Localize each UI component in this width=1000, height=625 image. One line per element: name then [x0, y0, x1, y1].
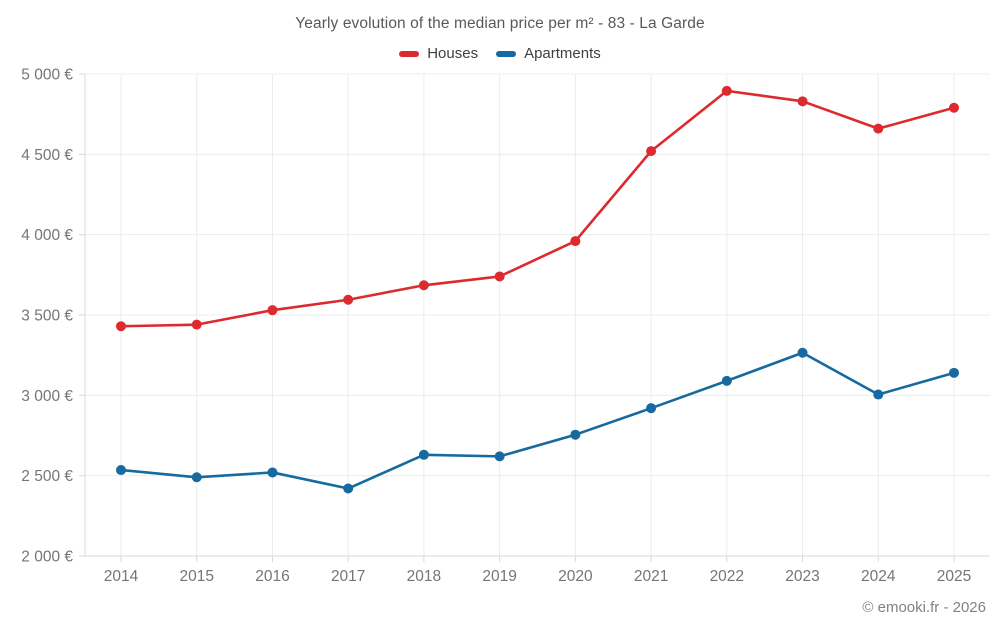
y-tick-label: 4 000 € — [21, 227, 73, 244]
apartments-data-point — [721, 375, 732, 386]
houses-data-point — [721, 85, 732, 96]
houses-data-point — [797, 96, 808, 107]
apartments-data-point — [949, 367, 959, 378]
legend-label-apartments: Apartments — [524, 45, 601, 62]
x-tick-label: 2014 — [104, 568, 139, 585]
houses-data-point — [949, 102, 959, 113]
x-tick-label: 2023 — [785, 568, 819, 585]
apartments-data-point — [191, 472, 202, 483]
x-tick-label: 2018 — [407, 568, 441, 585]
footer-credit: © emooki.fr - 2026 — [862, 599, 986, 616]
apartments-data-point — [570, 429, 581, 440]
legend-item-apartments[interactable]: Apartments — [496, 45, 601, 62]
apartments-series-marker-icon — [496, 50, 517, 57]
houses-series-marker-icon — [399, 50, 420, 57]
x-tick-label: 2019 — [482, 568, 516, 585]
houses-data-point — [418, 280, 429, 291]
x-tick-label: 2015 — [179, 568, 213, 585]
houses-data-point — [267, 305, 278, 316]
x-tick-label: 2016 — [255, 568, 289, 585]
apartments-data-point — [343, 483, 354, 494]
apartments-data-point — [797, 347, 808, 358]
x-tick-label: 2021 — [634, 568, 668, 585]
houses-data-point — [191, 319, 202, 330]
chart-title: Yearly evolution of the median price per… — [295, 15, 705, 32]
apartments-data-point — [267, 467, 278, 478]
y-tick-label: 2 500 € — [21, 468, 73, 485]
x-tick-label: 2022 — [710, 568, 744, 585]
apartments-data-point — [494, 451, 505, 462]
y-tick-label: 4 500 € — [21, 147, 73, 164]
y-tick-label: 2 000 € — [21, 549, 73, 566]
apartments-data-point — [116, 465, 126, 476]
apartments-data-point — [646, 403, 657, 414]
houses-data-point — [343, 294, 354, 305]
apartments-data-point — [418, 449, 429, 460]
x-tick-label: 2024 — [861, 568, 896, 585]
legend-item-houses[interactable]: Houses — [399, 45, 478, 62]
y-tick-label: 3 000 € — [21, 388, 73, 405]
x-tick-label: 2017 — [331, 568, 365, 585]
apartments-data-point — [873, 389, 884, 400]
houses-data-point — [646, 146, 657, 157]
houses-series-line — [119, 89, 956, 328]
x-tick-label: 2025 — [937, 568, 971, 585]
houses-data-point — [570, 236, 581, 247]
chart-legend: Houses Apartments — [0, 45, 1000, 62]
houses-data-point — [873, 123, 884, 134]
apartments-series-line — [119, 351, 956, 490]
houses-data-point — [494, 271, 505, 282]
y-tick-label: 3 500 € — [21, 308, 73, 325]
x-tick-label: 2020 — [558, 568, 593, 585]
legend-label-houses: Houses — [427, 45, 479, 62]
houses-data-point — [116, 321, 126, 332]
y-tick-label: 5 000 € — [21, 67, 73, 84]
